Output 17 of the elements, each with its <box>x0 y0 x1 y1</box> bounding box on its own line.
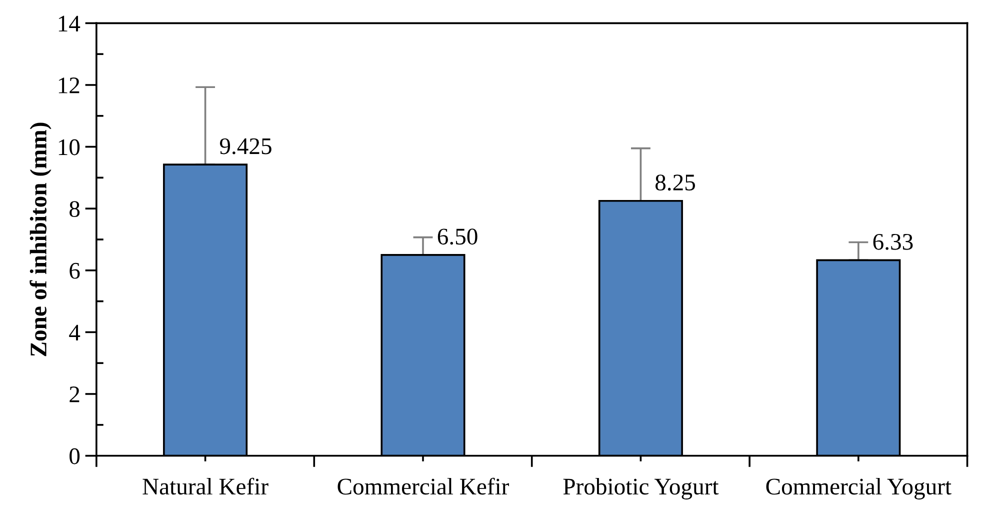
data-label: 8.25 <box>655 174 695 191</box>
y-tick-label: 6 <box>70 262 80 279</box>
x-tick-label: Natural Kefir <box>142 478 268 495</box>
y-tick-label: 10 <box>58 139 80 156</box>
x-tick-label: Commercial Yogurt <box>766 478 952 500</box>
x-tick-label: Commercial Kefir <box>338 478 509 495</box>
y-tick-label: 4 <box>69 324 80 340</box>
y-tick-label: 0 <box>70 448 80 464</box>
x-tick-label: Probiotic Yogurt <box>563 478 719 500</box>
y-tick-label: 8 <box>70 201 80 217</box>
y-tick-label: 2 <box>70 386 80 402</box>
data-label: 6.50 <box>438 228 478 245</box>
y-axis-title: Zone of inhibiton (mm) <box>30 122 52 356</box>
data-label: 6.33 <box>873 234 913 250</box>
y-tick-label: 12 <box>58 78 80 94</box>
y-tick-label: 14 <box>58 16 80 32</box>
data-label: 9.425 <box>220 138 272 154</box>
